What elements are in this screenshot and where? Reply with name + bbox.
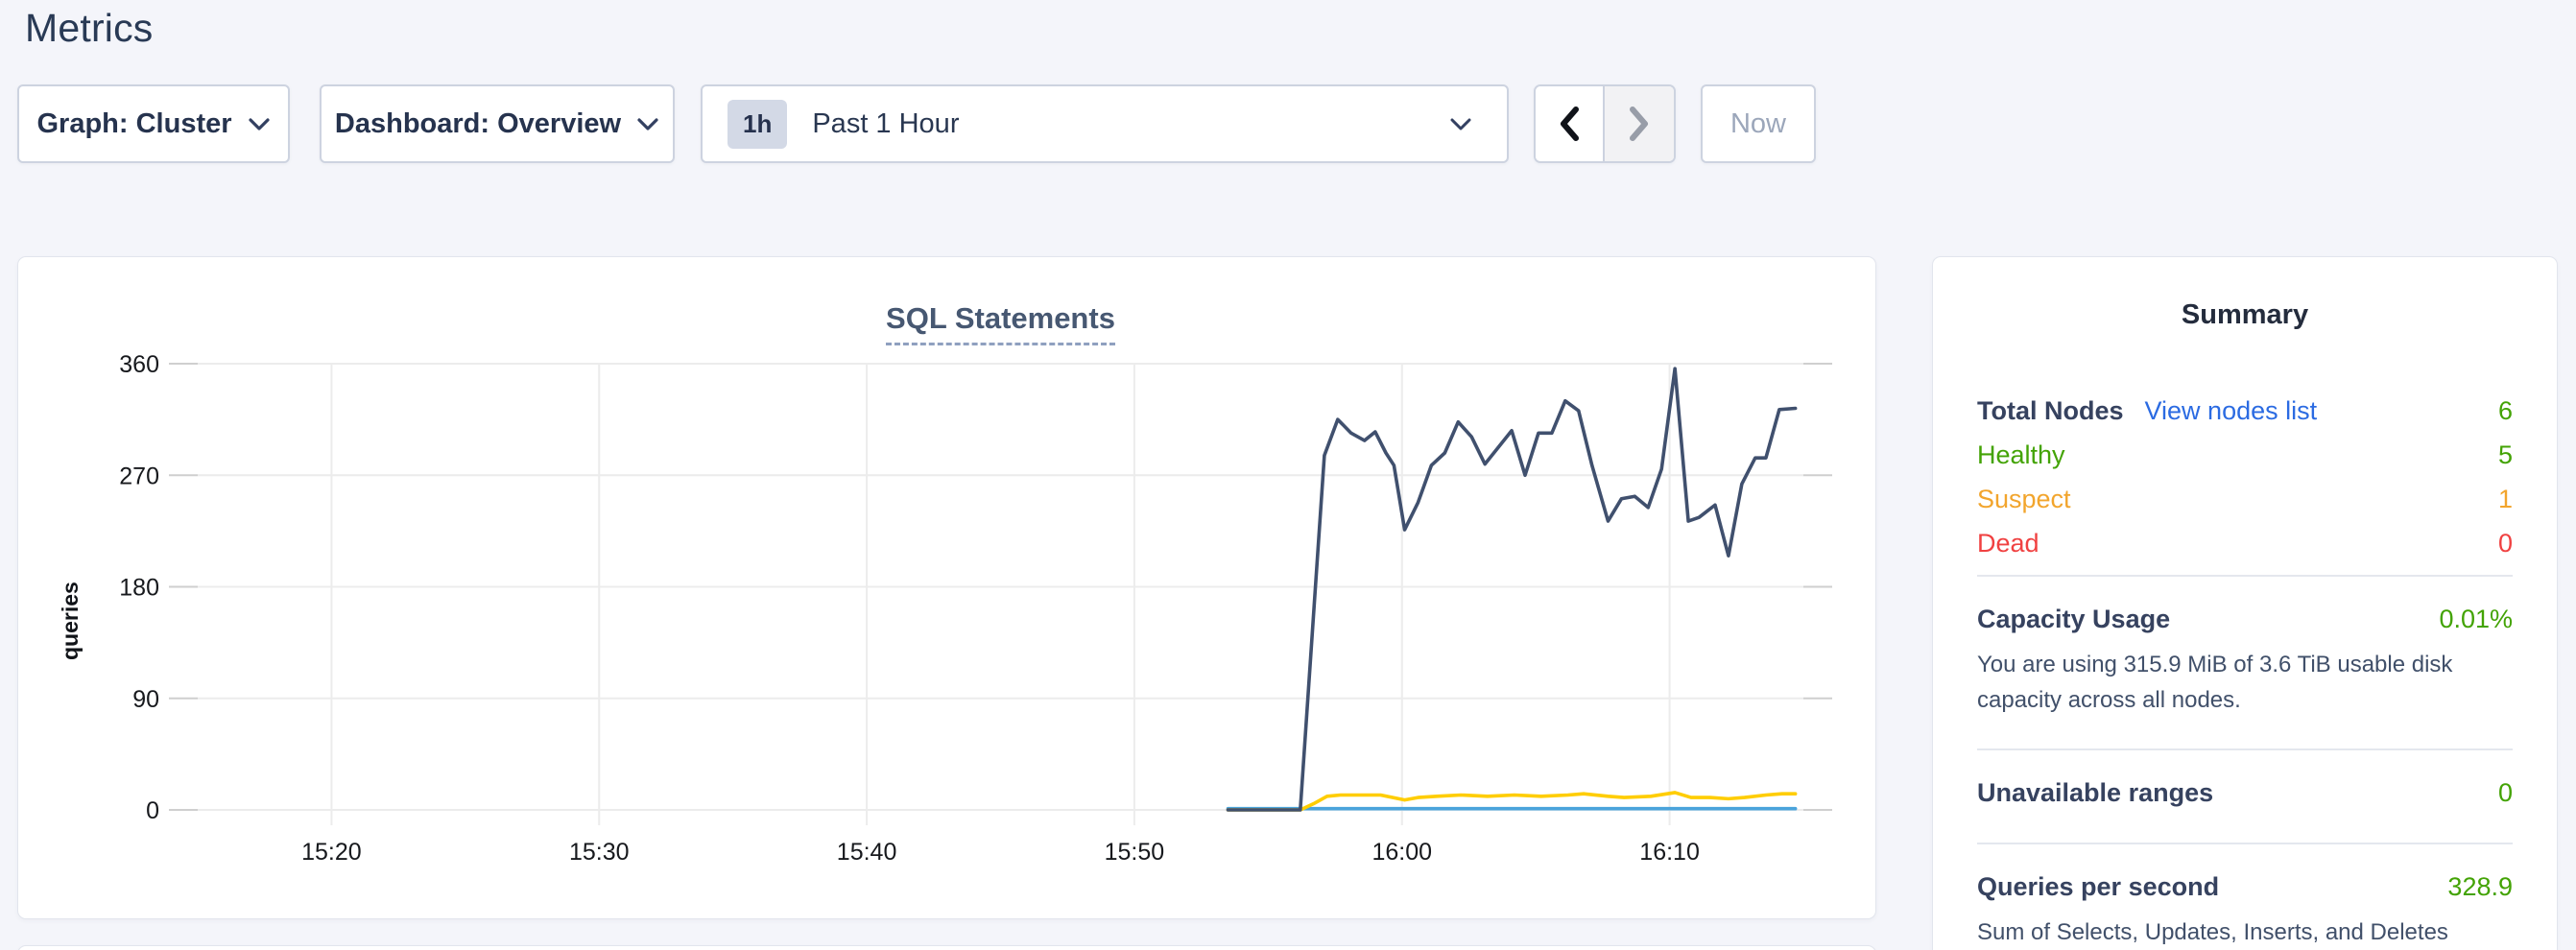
summary-title: Summary xyxy=(2181,299,2309,330)
capacity-usage-value: 0.01% xyxy=(2439,604,2513,633)
unavailable-ranges-label: Unavailable ranges xyxy=(1977,777,2214,807)
divider xyxy=(1977,843,2513,844)
time-range-label: Past 1 Hour xyxy=(812,107,960,139)
time-range-picker[interactable]: 1h Past 1 Hour xyxy=(701,84,1509,163)
svg-text:15:40: 15:40 xyxy=(837,839,897,866)
healthy-nodes-row: Healthy 5 xyxy=(1977,433,2513,477)
unavailable-ranges-section: Unavailable ranges 0 xyxy=(1977,750,2513,833)
suspect-label: Suspect xyxy=(1977,484,2071,513)
now-button-label: Now xyxy=(1729,107,1786,139)
time-next-button[interactable] xyxy=(1605,86,1674,161)
svg-text:15:50: 15:50 xyxy=(1105,839,1165,866)
queries-per-second-label: Queries per second xyxy=(1977,871,2220,901)
total-nodes-value: 6 xyxy=(2497,395,2513,425)
svg-text:15:30: 15:30 xyxy=(569,839,630,866)
svg-text:270: 270 xyxy=(119,463,159,489)
dead-value: 0 xyxy=(2497,528,2513,558)
svg-text:180: 180 xyxy=(119,575,159,602)
dead-nodes-row: Dead 0 xyxy=(1977,521,2513,565)
queries-per-second-value: 328.9 xyxy=(2447,871,2513,901)
svg-text:16:10: 16:10 xyxy=(1639,839,1700,866)
sql-statements-chart-card: SQL Statements 0 90 180 270 360 15:20 15:30 15:… xyxy=(17,256,1876,919)
svg-text:15:20: 15:20 xyxy=(301,839,362,866)
chevron-down-icon xyxy=(248,117,271,131)
view-nodes-list-link[interactable]: View nodes list xyxy=(2144,395,2318,425)
chart-title[interactable]: SQL Statements xyxy=(886,301,1115,345)
capacity-usage-section: Capacity Usage 0.01% You are using 315.9… xyxy=(1977,577,2513,739)
time-range-badge: 1h xyxy=(727,99,788,149)
queries-per-second-description: Sum of Selects, Updates, Inserts, and De… xyxy=(1977,919,2448,945)
divider xyxy=(1977,748,2513,750)
svg-text:queries: queries xyxy=(58,582,83,660)
now-button[interactable]: Now xyxy=(1701,84,1816,163)
graph-dropdown-label: Graph: Cluster xyxy=(36,107,232,139)
summary-panel: Summary Total Nodes View nodes list 6 He… xyxy=(1932,256,2558,950)
queries-per-second-section: Queries per second 328.9 Sum of Selects,… xyxy=(1977,844,2513,950)
chevron-down-icon xyxy=(636,117,659,131)
capacity-usage-label: Capacity Usage xyxy=(1977,604,2171,633)
time-prev-button[interactable] xyxy=(1536,86,1605,161)
sql-statements-chart-plot[interactable]: 0 90 180 270 360 15:20 15:30 15:40 15:50 16:00 16:… xyxy=(18,257,1875,918)
chevron-left-icon xyxy=(1561,107,1579,141)
dashboard-dropdown-label: Dashboard: Overview xyxy=(334,107,622,139)
svg-text:0: 0 xyxy=(146,797,159,824)
total-nodes-row: Total Nodes View nodes list 6 xyxy=(1977,389,2513,433)
suspect-value: 1 xyxy=(2497,484,2513,513)
chevron-right-icon xyxy=(1630,107,1648,141)
svg-text:90: 90 xyxy=(132,686,159,713)
capacity-usage-description: You are using 315.9 MiB of 3.6 TiB usabl… xyxy=(1977,652,2453,713)
total-nodes-label: Total Nodes xyxy=(1977,395,2124,425)
next-chart-card xyxy=(17,945,1876,950)
svg-text:360: 360 xyxy=(119,351,159,378)
dashboard-dropdown[interactable]: Dashboard: Overview xyxy=(320,84,675,163)
page-title: Metrics xyxy=(25,6,154,50)
graph-dropdown[interactable]: Graph: Cluster xyxy=(17,84,290,163)
svg-text:16:00: 16:00 xyxy=(1371,839,1432,866)
dead-label: Dead xyxy=(1977,528,2039,558)
unavailable-ranges-value: 0 xyxy=(2497,777,2513,807)
chevron-down-icon xyxy=(1449,117,1472,131)
suspect-nodes-row: Suspect 1 xyxy=(1977,477,2513,521)
time-nav-group xyxy=(1534,84,1676,163)
node-status-list: Total Nodes View nodes list 6 Healthy 5 … xyxy=(1977,389,2513,565)
healthy-value: 5 xyxy=(2497,439,2513,469)
healthy-label: Healthy xyxy=(1977,439,2065,469)
divider xyxy=(1977,575,2513,577)
